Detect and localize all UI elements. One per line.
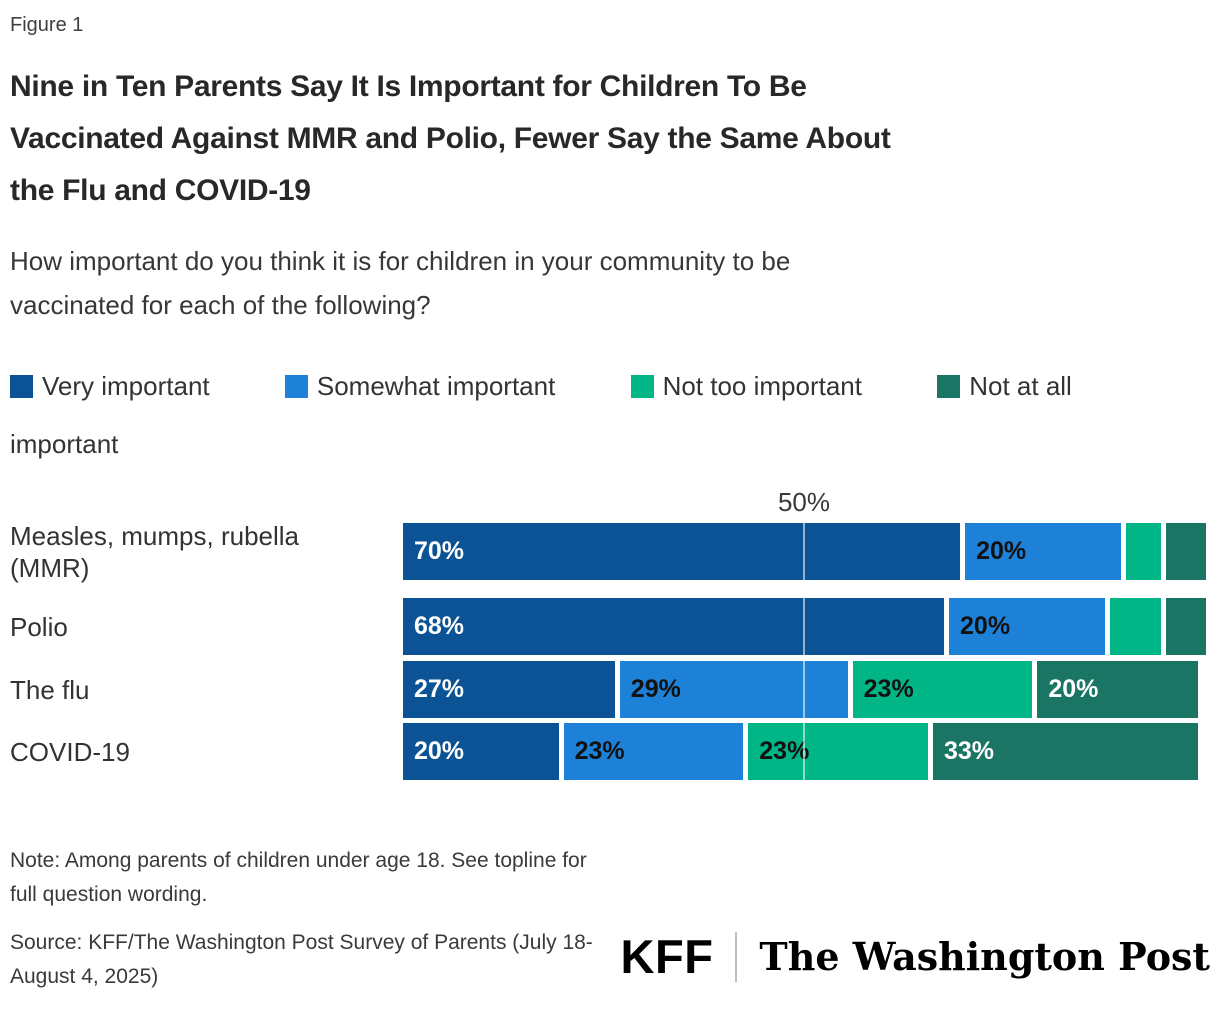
source-line: Source: KFF/The Washington Post Survey o… [10, 931, 593, 954]
segment-not-too-important[interactable]: 23% [852, 661, 1033, 718]
footnotes: Note: Among parents of children under ag… [10, 844, 593, 994]
segment-value-label: 23% [574, 737, 625, 765]
segment-not-at-all-important[interactable]: 20% [1037, 661, 1198, 718]
segment-not-at-all-important[interactable] [1165, 523, 1206, 580]
legend-item-not-too-important[interactable]: Not too important [630, 371, 862, 401]
bar-rows: Measles, mumps, rubella (MMR) 70% 20% Polio… [10, 521, 1210, 780]
legend-swatch-icon [10, 375, 33, 398]
segment-value-label: 33% [943, 737, 995, 765]
segment-value-label: 29% [630, 675, 681, 703]
segment-value-label: 70% [414, 537, 465, 565]
category-label: Measles, mumps, rubella (MMR) [10, 520, 299, 583]
segment-very-important[interactable]: 70% [403, 523, 961, 580]
washington-post-logo: The Washington Post [759, 934, 1210, 979]
bar-row-2: Polio 68% 20% [10, 598, 1210, 655]
segment-value-label: 20% [976, 537, 1027, 565]
segment-somewhat-important[interactable]: 20% [949, 598, 1105, 655]
chart-subtitle: How important do you think it is for chi… [10, 239, 1210, 327]
category-label: COVID-19 [10, 736, 130, 767]
note-line: Note: Among parents of children under ag… [10, 849, 587, 872]
segment-value-label: 23% [863, 675, 914, 703]
segment-not-too-important[interactable]: 23% [748, 723, 928, 780]
axis-tick-50: 50% [777, 487, 831, 517]
logos: KFF The Washington Post [621, 929, 1210, 994]
bar-segments: 27% 29% 23% 20% [403, 661, 1198, 718]
segment-value-label: 68% [414, 612, 465, 640]
note-text: Note: Among parents of children under ag… [10, 844, 593, 912]
segment-somewhat-important[interactable]: 20% [965, 523, 1121, 580]
segment-value-label: 27% [414, 675, 465, 703]
source-text: Source: KFF/The Washington Post Survey o… [10, 926, 593, 994]
source-line: August 4, 2025) [10, 965, 159, 988]
legend-swatch-icon [937, 375, 961, 398]
subtitle-line: How important do you think it is for chi… [10, 246, 791, 276]
segment-not-at-all-important[interactable] [1165, 598, 1206, 655]
bar-row-4: COVID-19 20% 23% 23% 33% [10, 723, 1210, 780]
footer: Note: Among parents of children under ag… [10, 844, 1210, 994]
note-line: full question wording. [10, 883, 208, 906]
segment-somewhat-important[interactable]: 29% [619, 661, 848, 718]
segment-value-label: 23% [759, 737, 810, 765]
chart-title: Nine in Ten Parents Say It Is Important … [10, 61, 1210, 217]
legend-item-somewhat-important[interactable]: Somewhat important [284, 371, 555, 401]
segment-very-important[interactable]: 27% [403, 661, 615, 718]
bar-row-3: The flu 27% 29% 23% 20% [10, 661, 1210, 718]
bar-segments: 20% 23% 23% 33% [403, 723, 1198, 780]
legend-item-very-important[interactable]: Very important [10, 371, 210, 401]
legend-swatch-icon [630, 375, 654, 398]
category-label: Polio [10, 611, 68, 642]
stacked-bar-chart: 50% Measles, mumps, rubella (MMR) 70% 20% P… [10, 487, 1210, 780]
bar-segments: 70% 20% [403, 523, 1206, 580]
segment-somewhat-important[interactable]: 23% [563, 723, 744, 780]
figure-label: Figure 1 [10, 14, 84, 36]
chart-legend: Very important Somewhat important Not to… [10, 357, 1165, 473]
title-line: the Flu and COVID-19 [10, 174, 311, 207]
segment-not-too-important[interactable] [1125, 523, 1161, 580]
segment-very-important[interactable]: 20% [403, 723, 559, 780]
subtitle-line: vaccinated for each of the following? [10, 290, 431, 320]
title-line: Vaccinated Against MMR and Polio, Fewer … [10, 122, 891, 155]
bar-row-1: Measles, mumps, rubella (MMR) 70% 20% [10, 521, 1210, 583]
segment-not-at-all-important[interactable]: 33% [932, 723, 1198, 780]
bar-segments: 68% 20% [403, 598, 1206, 655]
legend-item-not-at-all-important[interactable]: Not at all important [10, 371, 1072, 459]
category-label: The flu [10, 674, 90, 705]
logo-divider [735, 931, 738, 982]
title-line: Nine in Ten Parents Say It Is Important … [10, 70, 807, 103]
legend-swatch-icon [284, 375, 308, 398]
segment-not-too-important[interactable] [1109, 598, 1161, 655]
segment-value-label: 20% [960, 612, 1011, 640]
segment-value-label: 20% [414, 737, 465, 765]
kff-logo: KFF [620, 930, 714, 983]
segment-value-label: 20% [1048, 675, 1099, 703]
segment-very-important[interactable]: 68% [403, 598, 945, 655]
